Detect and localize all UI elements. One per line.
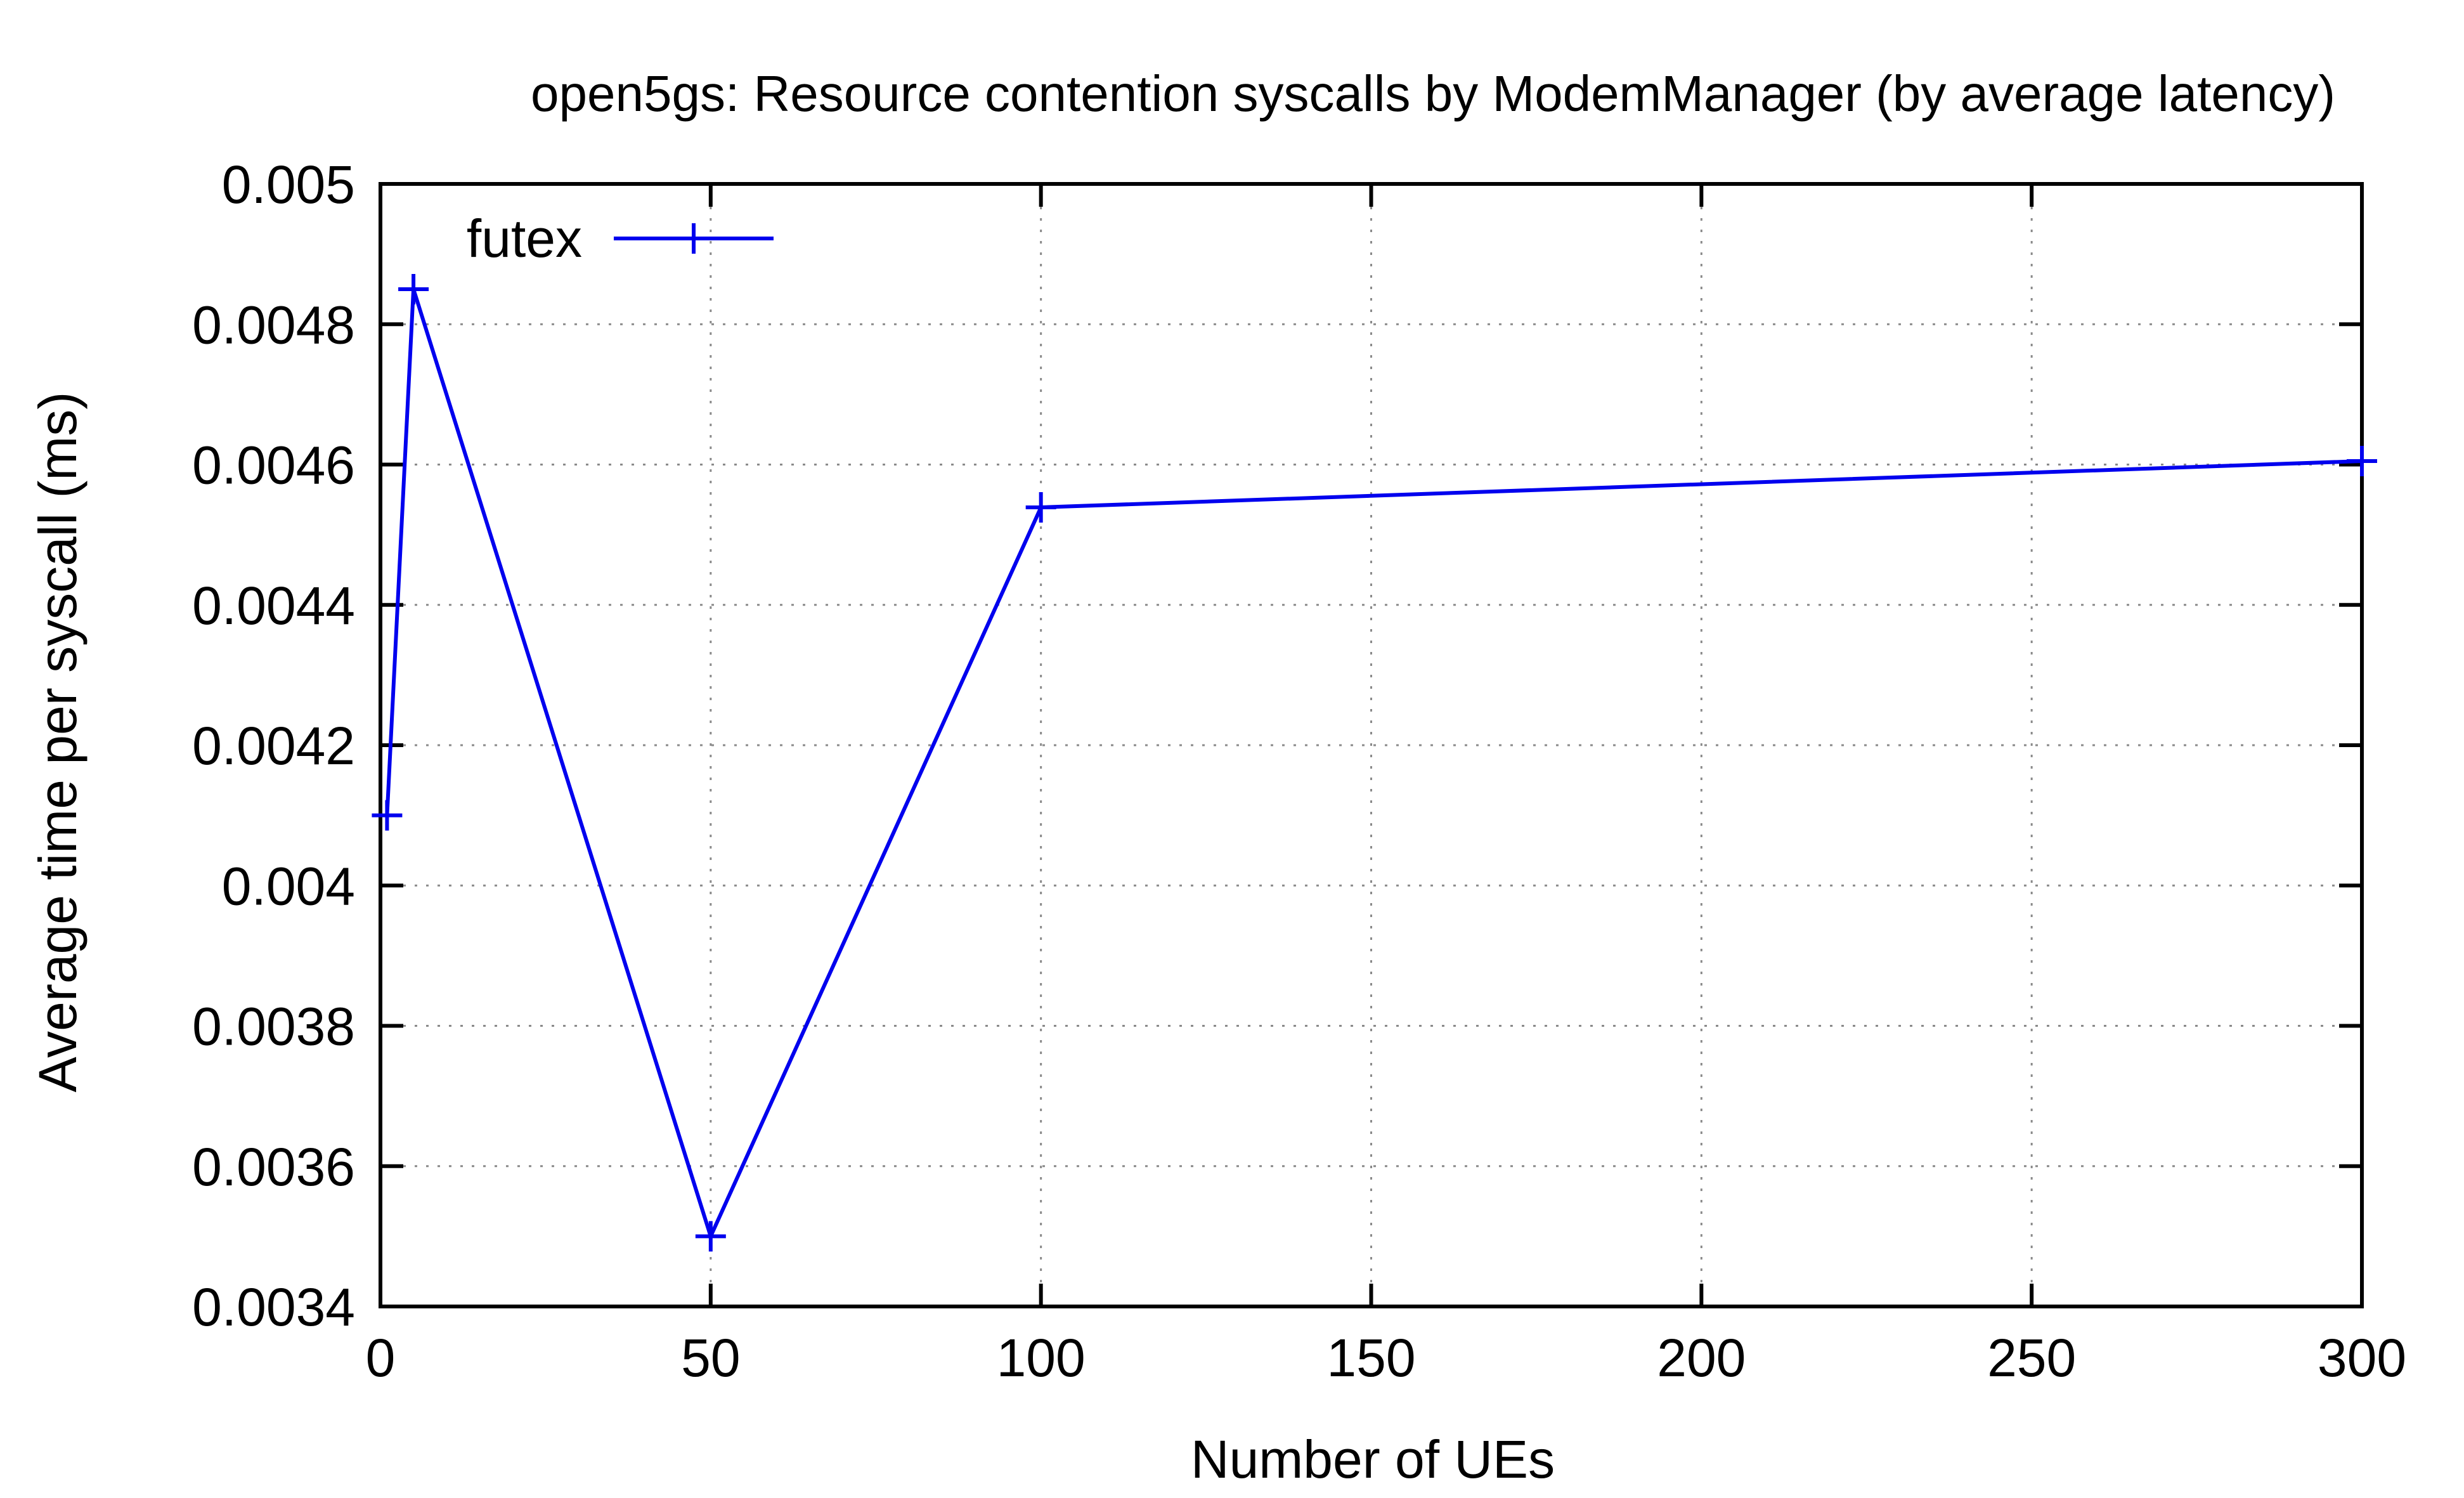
data-point-futex-2 xyxy=(695,1221,726,1252)
y-tick-label-0: 0.0034 xyxy=(192,1277,355,1337)
y-tick-label-5: 0.0044 xyxy=(192,576,355,635)
y-tick-label-7: 0.0048 xyxy=(192,295,355,355)
x-tick-label-4: 200 xyxy=(1657,1328,1746,1388)
x-axis-label: Number of UEs xyxy=(1191,1430,1555,1489)
tick-labels: 0.0034 0.0036 0.0038 0.004 0.0042 0.0044 0.004… xyxy=(192,155,2406,1388)
y-axis-label: Average time per syscall (ms) xyxy=(28,392,88,1093)
y-tick-label-3: 0.004 xyxy=(222,856,355,916)
legend-label-futex: futex xyxy=(467,209,582,268)
x-tick-label-5: 250 xyxy=(1987,1328,2076,1388)
y-tick-label-2: 0.0038 xyxy=(192,997,355,1057)
x-tick-label-0: 0 xyxy=(366,1328,396,1388)
y-tick-label-4: 0.0042 xyxy=(192,716,355,776)
chart-title: open5gs: Resource contention syscalls by… xyxy=(531,65,2335,122)
x-tick-label-1: 50 xyxy=(681,1328,740,1388)
x-tick-label-6: 300 xyxy=(2318,1328,2406,1388)
data-point-futex-1 xyxy=(398,273,429,304)
data-point-futex-0 xyxy=(372,800,403,831)
y-tick-label-8: 0.005 xyxy=(222,155,355,214)
plot-frame xyxy=(379,182,2364,1308)
x-tick-label-3: 150 xyxy=(1326,1328,1415,1388)
x-tick-label-2: 100 xyxy=(997,1328,1086,1388)
series-layer xyxy=(372,273,2377,1252)
series-line-futex xyxy=(385,287,2363,1239)
y-tick-label-6: 0.0046 xyxy=(192,436,355,495)
grid-lines xyxy=(380,184,2362,1306)
legend: futex xyxy=(467,209,774,268)
data-point-futex-3 xyxy=(1025,492,1056,523)
data-point-futex-4 xyxy=(2347,445,2377,476)
y-tick-label-1: 0.0036 xyxy=(192,1137,355,1197)
legend-marker-futex xyxy=(678,223,709,254)
